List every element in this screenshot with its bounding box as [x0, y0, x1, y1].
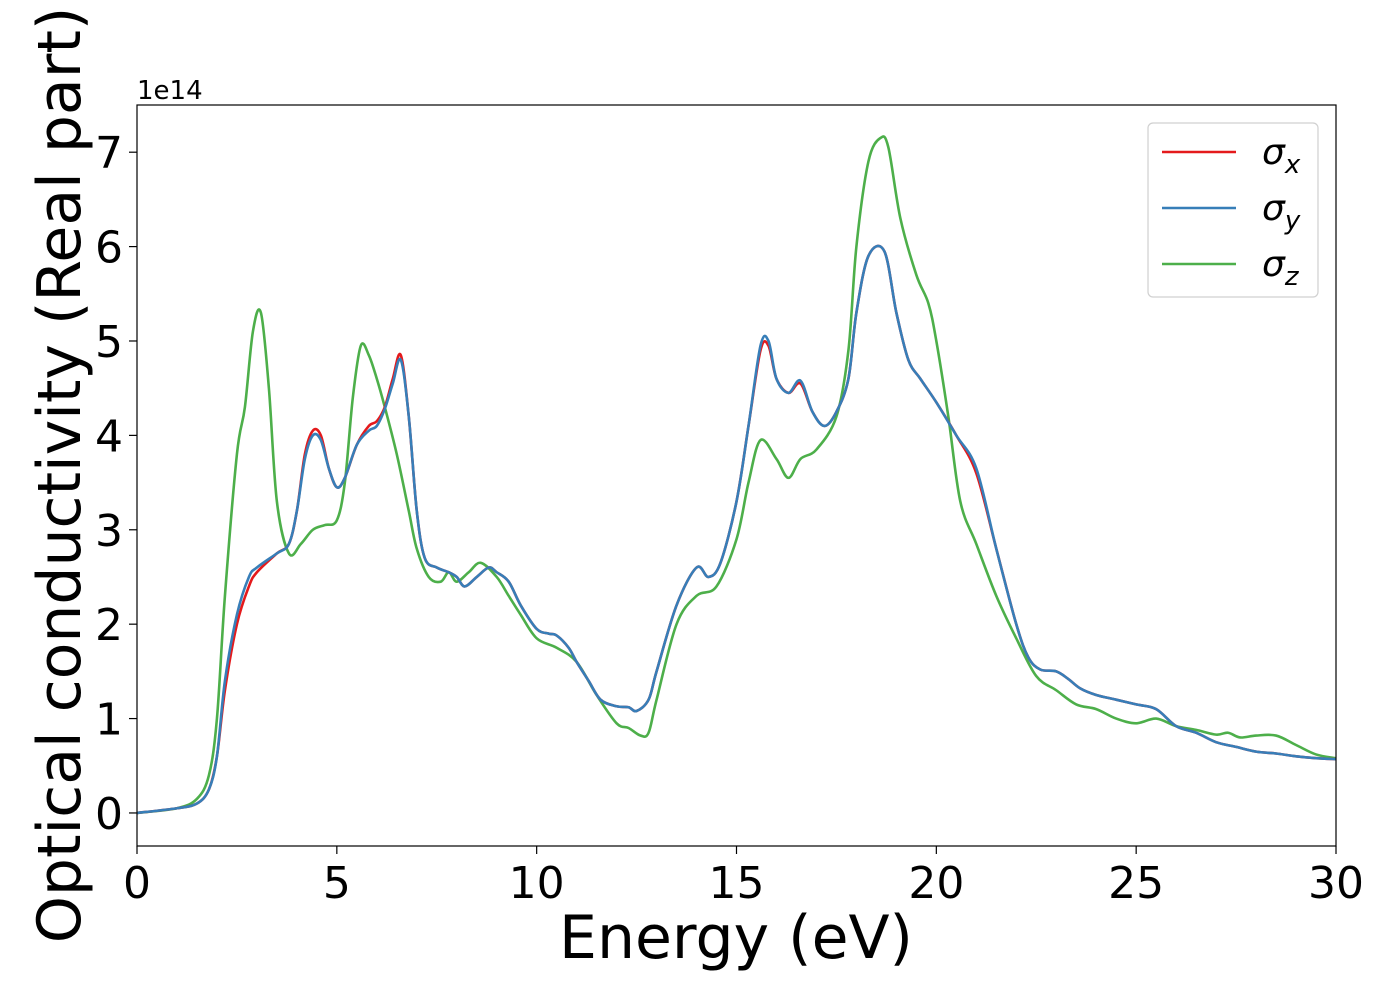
y-tick-label: 5: [95, 317, 123, 368]
y-axis-label: Optical conductivity (Real part): [25, 7, 95, 944]
y-tick-label: 6: [95, 223, 123, 274]
x-tick-label: 15: [709, 858, 765, 909]
y-tick-label: 1: [95, 695, 123, 746]
x-tick-label: 5: [323, 858, 351, 909]
y-axis-ticks: 0 1 2 3 4 5 6 7: [95, 128, 137, 840]
y-tick-label: 3: [95, 506, 123, 557]
y-tick-label: 0: [95, 789, 123, 840]
y-tick-label: 4: [95, 411, 123, 462]
x-axis-label: Energy (eV): [559, 903, 913, 973]
x-axis-ticks: 0 5 10 15 20 25 30: [123, 846, 1364, 909]
x-tick-label: 0: [123, 858, 151, 909]
y-offset-label: 1e14: [137, 76, 203, 106]
x-tick-label: 30: [1308, 858, 1364, 909]
y-tick-label: 2: [95, 600, 123, 651]
x-tick-label: 20: [908, 858, 964, 909]
x-tick-label: 25: [1108, 858, 1164, 909]
y-tick-label: 7: [95, 128, 123, 179]
x-tick-label: 10: [509, 858, 565, 909]
